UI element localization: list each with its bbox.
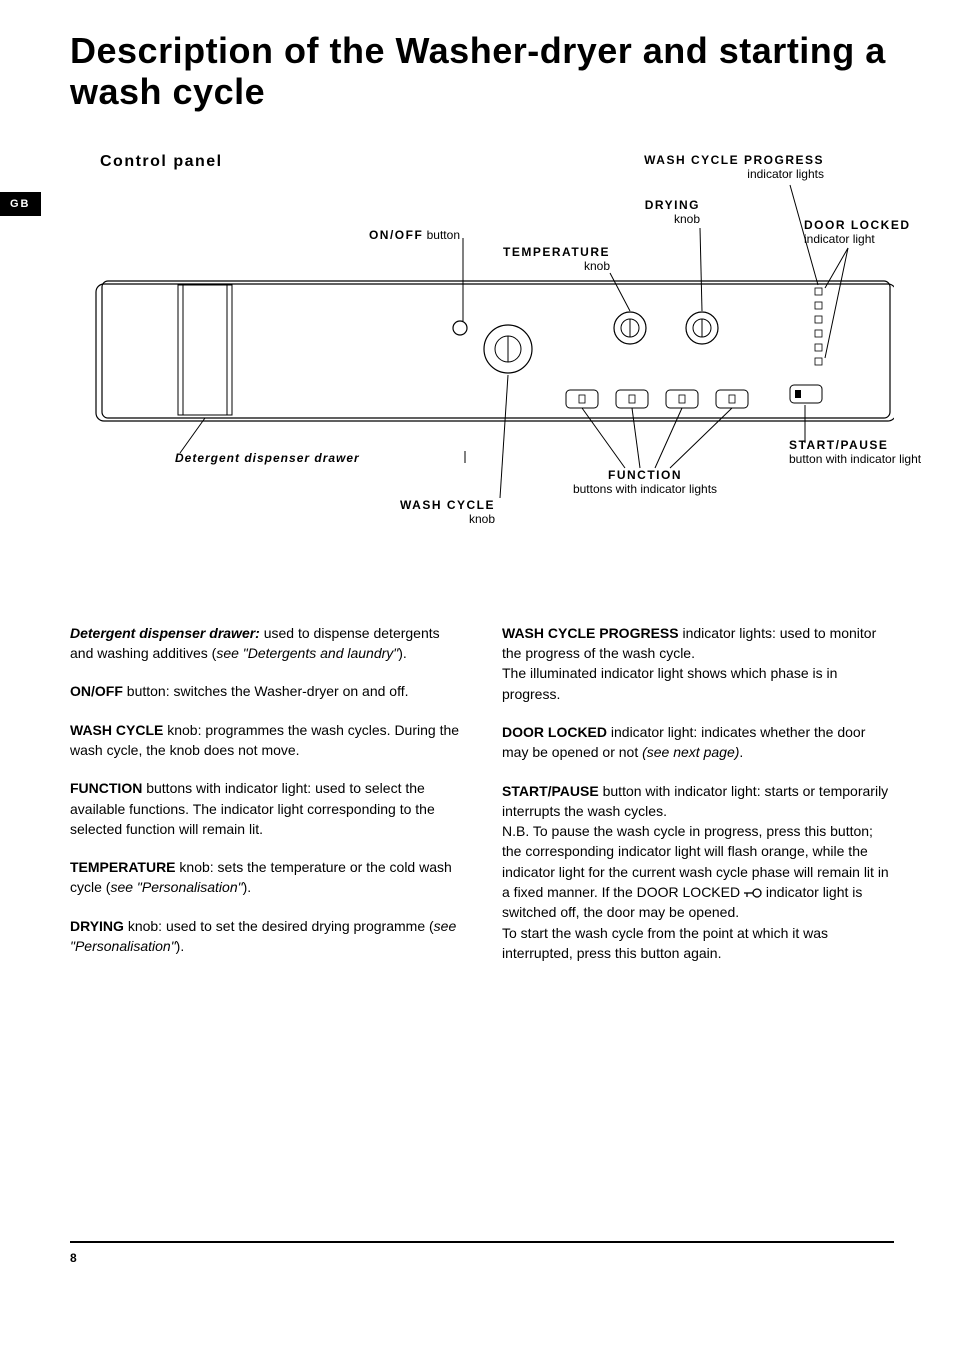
control-panel-section: Control panel WASH CYCLE PROGRESS indica… — [70, 153, 894, 533]
label-function: FUNCTION buttons with indicator lights — [570, 468, 720, 497]
body-paragraph: Detergent dispenser drawer: used to disp… — [70, 623, 462, 664]
label-wash-cycle: WASH CYCLE knob — [295, 498, 495, 527]
column-left: Detergent dispenser drawer: used to disp… — [70, 623, 462, 981]
column-right: WASH CYCLE PROGRESS indicator lights: us… — [502, 623, 894, 981]
body-paragraph: START/PAUSE button with indicator light:… — [502, 781, 894, 964]
footer-rule — [70, 1241, 894, 1243]
label-progress: WASH CYCLE PROGRESS indicator lights — [604, 153, 824, 182]
body-paragraph: TEMPERATURE knob: sets the temperature o… — [70, 857, 462, 898]
label-drying: DRYING knob — [560, 198, 700, 227]
label-start-pause: START/PAUSE button with indicator light — [789, 438, 924, 467]
label-temperature: TEMPERATURE knob — [440, 245, 610, 274]
page-title: Description of the Washer-dryer and star… — [70, 30, 894, 113]
language-tab: GB — [0, 192, 41, 216]
label-dispenser: Detergent dispenser drawer — [175, 451, 455, 465]
body-columns: Detergent dispenser drawer: used to disp… — [70, 623, 894, 981]
body-paragraph: DOOR LOCKED indicator light: indicates w… — [502, 722, 894, 763]
body-paragraph: WASH CYCLE knob: programmes the wash cyc… — [70, 720, 462, 761]
body-paragraph: ON/OFF button: switches the Washer-dryer… — [70, 681, 462, 701]
body-paragraph: FUNCTION buttons with indicator light: u… — [70, 778, 462, 839]
label-onoff: ON/OFF button — [230, 228, 460, 242]
body-paragraph: DRYING knob: used to set the desired dry… — [70, 916, 462, 957]
body-paragraph: WASH CYCLE PROGRESS indicator lights: us… — [502, 623, 894, 704]
label-door-locked: DOOR LOCKED indicator light — [804, 218, 924, 247]
control-panel-diagram: WASH CYCLE PROGRESS indicator lights ON/… — [70, 153, 894, 533]
page-number: 8 — [70, 1251, 894, 1265]
panel-svg — [70, 153, 894, 533]
